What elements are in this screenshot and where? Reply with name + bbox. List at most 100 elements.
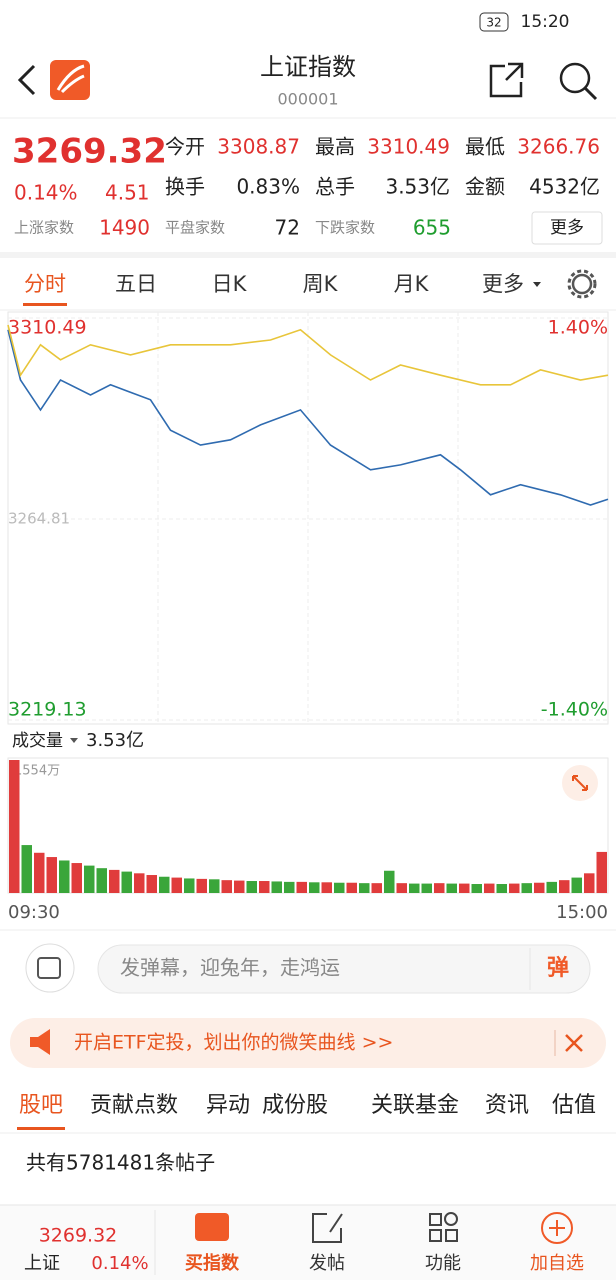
volume-bar <box>296 881 307 893</box>
chart-tab[interactable]: 日K <box>212 272 248 296</box>
y2-tick-label: -1.40% <box>541 699 608 721</box>
section-tab[interactable]: 成份股 <box>262 1093 328 1118</box>
field-label: 换手 <box>165 175 205 199</box>
share-button[interactable] <box>489 62 524 98</box>
field-label: 最高 <box>315 135 355 159</box>
volume-bar <box>171 877 182 893</box>
danmaku-button[interactable]: 弹 <box>547 956 569 981</box>
danmaku-icon <box>37 957 61 979</box>
volume-bar <box>59 860 70 893</box>
search-button[interactable] <box>559 62 591 94</box>
price: 3269.32 <box>12 132 167 172</box>
volume-bar <box>46 857 57 893</box>
section-tab[interactable]: 资讯 <box>485 1093 529 1118</box>
section-tab[interactable]: 贡献点数 <box>90 1093 178 1118</box>
section-tab[interactable]: 异动 <box>206 1093 250 1118</box>
volume-bar <box>571 877 582 893</box>
volume-bar <box>246 881 257 893</box>
x-tick-label: 09:30 <box>8 902 60 923</box>
bottom-button[interactable]: 加自选 <box>530 1253 584 1274</box>
volume-bar <box>334 882 345 893</box>
volume-bar <box>484 883 495 893</box>
clock: 15:20 <box>521 12 570 32</box>
more-button[interactable] <box>531 211 603 245</box>
breadth-value: 655 <box>413 216 451 240</box>
field-label: 总手 <box>315 175 355 199</box>
volume-bar <box>396 883 407 893</box>
tab-underline <box>23 303 67 306</box>
volume-title: 成交量 <box>12 731 63 751</box>
volume-bar <box>546 881 557 893</box>
post-count: 共有5781481条帖子 <box>26 1151 215 1175</box>
volume-bar <box>446 883 457 893</box>
volume-bar <box>134 873 145 893</box>
y-tick-label: 3310.49 <box>8 317 87 339</box>
field-label: 最低 <box>465 135 505 159</box>
chart-tab[interactable]: 月K <box>394 272 430 296</box>
volume-bar <box>521 883 532 893</box>
volume-bar <box>309 882 320 893</box>
bottom-price: 3269.32 <box>39 1225 118 1247</box>
code: 000001 <box>277 90 338 109</box>
volume-bar <box>496 884 507 893</box>
section-tab[interactable]: 估值 <box>552 1093 596 1118</box>
volume-bar <box>96 868 107 893</box>
logo <box>50 60 90 100</box>
danmaku-input[interactable] <box>97 944 591 994</box>
y-tick-label: 1554万 <box>14 764 60 779</box>
volume-bar <box>209 879 220 893</box>
more-button-label[interactable]: 更多 <box>550 218 584 238</box>
search-handle <box>583 86 598 101</box>
volume-bar <box>584 873 595 893</box>
field-value: 3308.87 <box>217 135 300 159</box>
section-tab[interactable]: 关联基金 <box>371 1093 459 1118</box>
volume-bar <box>471 884 482 893</box>
banner-text[interactable]: 开启ETF定投，划出你的微笑曲线 >> <box>74 1032 393 1054</box>
price-line <box>7 329 609 506</box>
field-value: 3266.76 <box>517 135 600 159</box>
chart-tab[interactable]: 周K <box>303 272 339 296</box>
volume-bar <box>9 760 20 893</box>
volume-bar <box>284 881 295 893</box>
volume-bar <box>534 882 545 893</box>
func-icon <box>444 1212 458 1226</box>
danmaku-settings[interactable] <box>25 943 75 993</box>
volume-bar <box>184 878 195 893</box>
volume-bar <box>434 883 445 893</box>
section-tab[interactable]: 股吧 <box>19 1093 63 1118</box>
banner-icon <box>30 1029 50 1055</box>
field-label: 今开 <box>165 135 205 159</box>
chart-tab[interactable]: 分时 <box>24 272 66 296</box>
banner-close[interactable] <box>565 1034 583 1052</box>
settings-button[interactable] <box>571 273 593 295</box>
func-icon <box>429 1229 442 1242</box>
volume-bar <box>409 883 420 893</box>
back-button[interactable] <box>17 64 36 96</box>
title: 上证指数 <box>260 53 356 81</box>
logo-mark <box>56 64 85 94</box>
chart-tab[interactable]: 更多 <box>482 272 524 296</box>
bottom-button[interactable]: 功能 <box>425 1253 461 1274</box>
add-icon <box>549 1220 565 1236</box>
volume-bar <box>271 881 282 893</box>
bottom-change: 0.14% <box>91 1253 148 1274</box>
volume-bar <box>371 883 382 893</box>
battery-icon <box>479 12 509 32</box>
volume-frame <box>7 757 609 894</box>
field-value: 3.53亿 <box>385 175 450 199</box>
buy-icon <box>195 1213 229 1241</box>
danmaku-placeholder[interactable]: 发弹幕，迎兔年，走鸿运 <box>120 956 340 980</box>
battery-level: 32 <box>486 16 501 30</box>
volume-bar <box>159 876 170 893</box>
banner[interactable] <box>10 1018 606 1068</box>
change-pct: 0.14% <box>14 181 78 205</box>
chart-tab[interactable]: 五日 <box>115 272 157 296</box>
bottom-button[interactable]: 买指数 <box>185 1252 240 1274</box>
volume-bar <box>346 882 357 893</box>
divider <box>0 252 616 258</box>
volume-bar <box>321 882 332 893</box>
volume-bar <box>34 852 45 893</box>
add-icon <box>541 1212 573 1244</box>
bottom-button[interactable]: 发帖 <box>309 1253 345 1274</box>
